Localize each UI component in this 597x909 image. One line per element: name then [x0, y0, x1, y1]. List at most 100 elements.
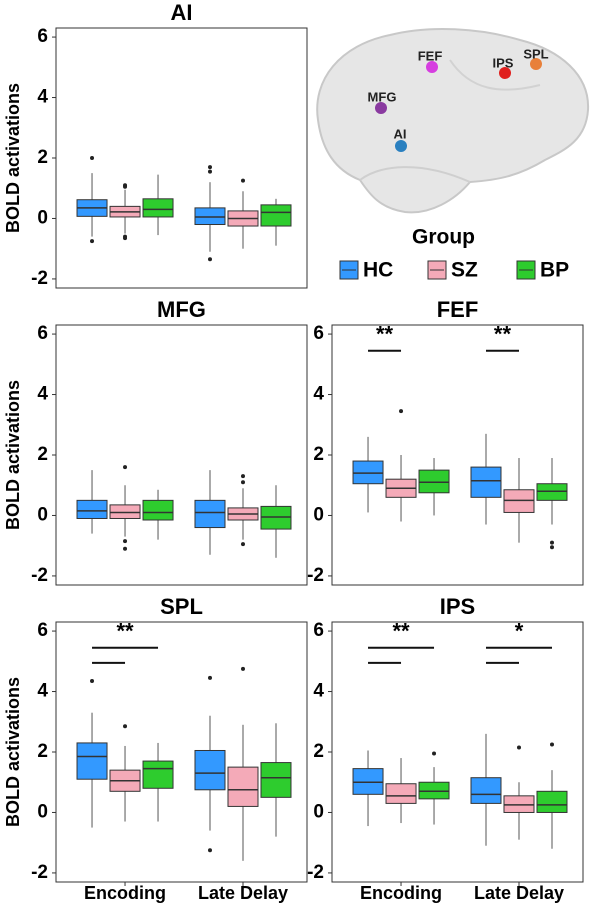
plot-frame	[331, 621, 584, 883]
box	[536, 790, 568, 813]
y-tick-label: 2	[313, 741, 324, 762]
x-tick-label: Encoding	[84, 883, 166, 903]
region-label: AI	[394, 126, 407, 141]
outlier	[549, 742, 554, 747]
y-tick-label: -2	[307, 565, 324, 586]
region-label: SPL	[523, 46, 548, 61]
outlier	[207, 848, 212, 853]
x-tick-label: Encoding	[360, 883, 442, 903]
y-tick-label: 0	[313, 801, 324, 822]
chart-title: IPS	[440, 594, 475, 619]
box	[260, 204, 292, 227]
box	[194, 749, 226, 791]
significance-label: **	[376, 321, 394, 346]
outlier	[123, 184, 128, 189]
outlier	[549, 540, 554, 545]
box	[76, 742, 108, 780]
y-tick-label: 2	[313, 444, 324, 465]
y-tick-label: -2	[31, 862, 48, 883]
brain-fold	[449, 59, 541, 91]
y-tick-label: 6	[37, 323, 48, 344]
outlier	[207, 257, 212, 262]
y-tick-label: 6	[313, 323, 324, 344]
region-label: FEF	[418, 48, 443, 63]
box	[142, 499, 174, 521]
outlier	[207, 169, 212, 174]
box	[260, 762, 292, 798]
region-dot	[499, 67, 511, 79]
box	[503, 795, 535, 813]
brain-fold	[359, 166, 471, 183]
y-tick-label: 4	[313, 384, 324, 405]
significance-label: **	[116, 618, 134, 643]
chart-title: SPL	[160, 594, 203, 619]
x-tick-label: Late Delay	[198, 883, 288, 903]
y-tick-label: 4	[37, 87, 48, 108]
y-tick-label: 0	[37, 504, 48, 525]
outlier	[549, 545, 554, 550]
box	[227, 766, 259, 807]
y-axis-label: BOLD activations	[3, 83, 23, 233]
box	[76, 499, 108, 519]
box	[352, 460, 384, 485]
y-tick-label: 6	[37, 620, 48, 641]
y-tick-label: 0	[37, 207, 48, 228]
y-axis-label: BOLD activations	[3, 677, 23, 827]
outlier	[516, 745, 521, 750]
y-tick-label: 2	[37, 741, 48, 762]
outlier	[207, 675, 212, 680]
x-tick-label: Late Delay	[474, 883, 564, 903]
y-tick-label: 0	[37, 801, 48, 822]
region-dot	[375, 102, 387, 114]
y-tick-label: 4	[37, 384, 48, 405]
box	[194, 207, 226, 226]
box	[194, 499, 226, 529]
box	[418, 469, 450, 494]
significance-label: *	[515, 618, 524, 643]
brain-illustration: FEF SPL IPS MFG AI	[316, 27, 590, 214]
outlier	[240, 474, 245, 479]
outlier	[240, 542, 245, 547]
y-tick-label: -2	[307, 862, 324, 883]
y-tick-label: 0	[313, 504, 324, 525]
box	[470, 777, 502, 804]
plot-frame	[331, 324, 584, 586]
region-dot	[426, 61, 438, 73]
y-tick-label: 4	[37, 681, 48, 702]
chart-title: FEF	[437, 297, 479, 322]
region-dot	[395, 140, 407, 152]
outlier	[90, 678, 95, 683]
legend-title: Group	[412, 226, 475, 249]
chart-title: MFG	[157, 297, 206, 322]
region-label: IPS	[493, 55, 514, 70]
outlier	[207, 165, 212, 170]
significance-label: **	[494, 321, 512, 346]
box	[385, 783, 417, 804]
box	[142, 198, 174, 218]
outlier	[240, 480, 245, 485]
legend-label: BP	[540, 259, 569, 282]
outlier	[123, 539, 128, 544]
box	[109, 504, 141, 519]
y-axis-label: BOLD activations	[3, 380, 23, 530]
y-tick-label: 2	[37, 444, 48, 465]
plot-frame	[55, 324, 308, 586]
y-tick-label: -2	[31, 268, 48, 289]
legend-label: HC	[363, 259, 393, 282]
outlier	[432, 751, 437, 756]
outlier	[123, 236, 128, 241]
box	[418, 781, 450, 800]
region-label: MFG	[368, 89, 397, 104]
brain-shape	[316, 27, 590, 214]
box	[503, 489, 535, 513]
outlier	[399, 409, 404, 414]
y-tick-label: 6	[313, 620, 324, 641]
box	[260, 505, 292, 530]
outlier	[240, 666, 245, 671]
significance-label: **	[392, 618, 410, 643]
outlier	[123, 724, 128, 729]
region-dot	[530, 58, 542, 70]
chart-title: AI	[171, 0, 193, 25]
outlier	[90, 239, 95, 244]
